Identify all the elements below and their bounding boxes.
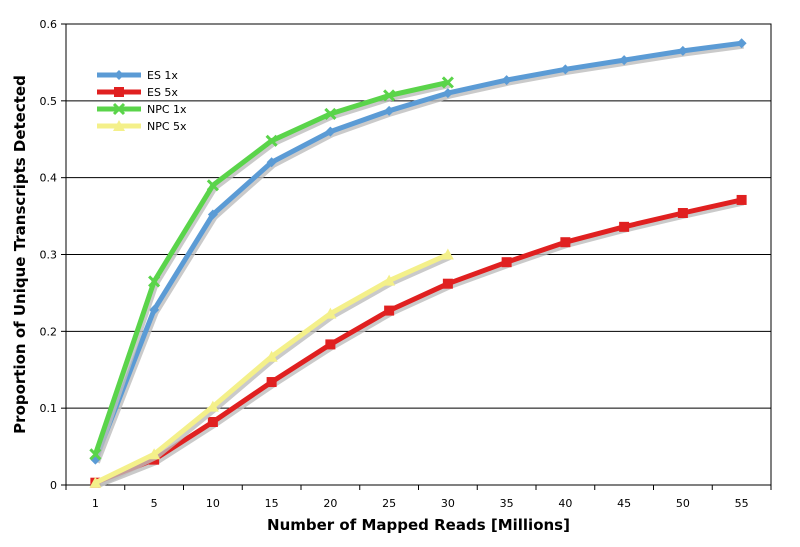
data-point <box>736 38 747 49</box>
data-point <box>325 339 336 350</box>
legend-item-npc-5x: NPC 5x <box>97 120 187 133</box>
series-line <box>93 40 742 461</box>
data-point <box>619 55 630 66</box>
x-tick-label: 30 <box>441 497 455 510</box>
series-npc-5x <box>89 248 454 488</box>
x-tick-label: 15 <box>265 497 279 510</box>
y-tick-label: 0.1 <box>40 402 58 415</box>
data-point <box>148 275 161 288</box>
data-point <box>441 248 454 260</box>
data-point <box>441 76 454 89</box>
series-line <box>94 197 743 486</box>
legend-label: ES 1x <box>147 69 178 82</box>
data-point <box>619 221 630 232</box>
data-point <box>501 75 512 86</box>
data-point <box>384 305 395 316</box>
x-tick-label: 45 <box>617 497 631 510</box>
data-point <box>89 476 102 488</box>
x-tick-label: 10 <box>206 497 220 510</box>
data-point <box>265 350 278 362</box>
data-point <box>442 88 453 99</box>
data-point <box>324 107 337 120</box>
series-es-1x <box>90 38 747 465</box>
legend-marker <box>114 70 124 80</box>
series-line <box>94 252 449 485</box>
data-point <box>206 400 219 412</box>
data-point <box>560 237 571 248</box>
data-point <box>383 89 396 102</box>
legend-item-npc-1x: NPC 1x <box>97 102 187 116</box>
data-point <box>325 126 336 137</box>
legend-label: NPC 5x <box>147 120 187 133</box>
data-point <box>501 257 512 268</box>
x-tick-label: 40 <box>558 497 572 510</box>
x-tick-label: 25 <box>382 497 396 510</box>
data-point <box>324 307 337 319</box>
y-axis-ticks: 0 0.1 0.2 0.3 0.4 0.5 0.6 <box>40 18 66 492</box>
data-point <box>384 105 395 116</box>
data-point <box>149 304 160 315</box>
legend: ES 1x ES 5x NPC 1x NPC 5x <box>97 69 187 133</box>
y-tick-label: 0.2 <box>40 325 58 338</box>
data-point <box>677 45 688 56</box>
legend-item-es-1x: ES 1x <box>97 69 178 82</box>
series-npc-1x <box>89 76 454 461</box>
x-tick-label: 5 <box>151 497 158 510</box>
data-point <box>148 448 161 460</box>
legend-marker <box>112 102 126 116</box>
data-point <box>677 208 688 219</box>
legend-label: ES 5x <box>147 86 178 99</box>
data-point <box>383 274 396 286</box>
y-axis-title: Proportion of Unique Transcripts Detecte… <box>11 75 29 434</box>
data-point <box>736 194 747 205</box>
series-line <box>93 79 449 456</box>
data-point <box>266 377 277 388</box>
series-layer <box>89 38 747 489</box>
y-tick-label: 0.4 <box>40 172 58 185</box>
x-tick-label: 35 <box>500 497 514 510</box>
data-point <box>207 209 218 220</box>
series-es-5x <box>90 194 747 489</box>
x-tick-label: 55 <box>735 497 749 510</box>
data-point <box>266 157 277 168</box>
series-shadow <box>95 43 744 464</box>
x-tick-label: 1 <box>92 497 99 510</box>
data-point <box>206 179 219 192</box>
x-tick-label: 50 <box>676 497 690 510</box>
legend-marker <box>113 120 125 131</box>
y-tick-label: 0.3 <box>40 249 58 262</box>
y-tick-label: 0 <box>50 479 57 492</box>
y-tick-label: 0.5 <box>40 95 58 108</box>
legend-item-es-5x: ES 5x <box>97 86 178 99</box>
legend-label: NPC 1x <box>147 103 187 116</box>
y-tick-label: 0.6 <box>40 18 58 31</box>
data-point <box>89 448 102 461</box>
data-point <box>265 134 278 147</box>
data-point <box>560 64 571 75</box>
x-axis-ticks: 1 5 10 15 20 25 30 35 40 45 50 55 <box>65 485 772 510</box>
legend-marker <box>114 87 124 97</box>
data-point <box>207 416 218 427</box>
x-axis-title: Number of Mapped Reads [Millions] <box>267 516 570 534</box>
x-tick-label: 20 <box>323 497 337 510</box>
data-point <box>442 278 453 289</box>
series-shadow <box>96 200 745 489</box>
